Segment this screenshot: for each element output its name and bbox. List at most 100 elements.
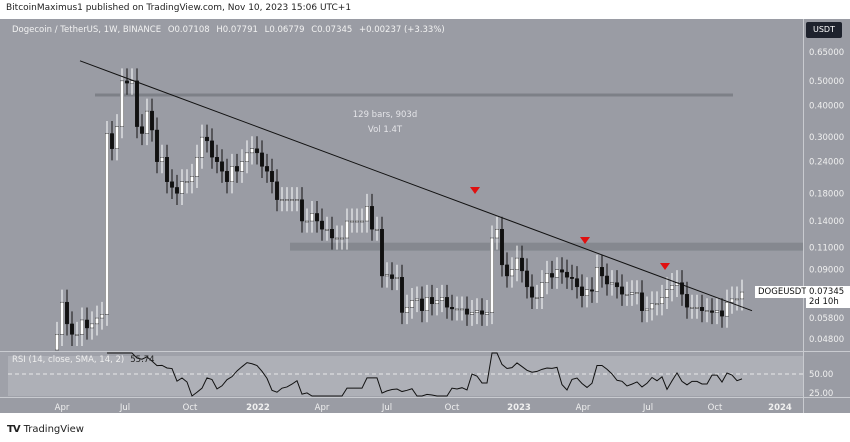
candle	[154, 129, 159, 162]
candle	[415, 298, 420, 301]
candle	[159, 156, 164, 162]
candle	[254, 148, 259, 154]
candle	[545, 273, 550, 283]
candle	[169, 181, 174, 188]
candle	[535, 297, 540, 299]
footer-brand: TradingView	[23, 424, 84, 435]
candle	[219, 161, 224, 172]
price-tick-label: 0.24000	[809, 158, 844, 168]
rsi-value: 55.74	[130, 355, 155, 365]
candle	[500, 228, 505, 266]
symbol-legend: Dogecoin / TetherUS, 1W, BINANCE O0.0710…	[12, 25, 449, 35]
candle	[69, 323, 74, 335]
chart-svg[interactable]: 0.65000 0.50000 0.40000 0.30000 0.24000 0.180…	[0, 19, 850, 413]
candle	[265, 166, 270, 172]
candle	[615, 282, 620, 288]
tradingview-logo[interactable]: TV TradingView	[7, 424, 84, 435]
candle	[510, 269, 515, 277]
time-tick-label: Oct	[708, 403, 723, 413]
candle	[710, 310, 715, 313]
close-value: C0.07345	[311, 25, 353, 35]
candle	[720, 310, 725, 317]
price-tick-label: 0.09000	[809, 266, 844, 276]
candle	[79, 319, 84, 335]
candle	[470, 312, 475, 315]
time-tick-label: Apr	[576, 403, 591, 413]
rsi-label: RSI (14, close, SMA, 14, 2)	[12, 355, 125, 365]
candle	[194, 156, 199, 177]
candle	[740, 291, 745, 300]
candle	[440, 297, 445, 301]
candle	[184, 181, 189, 183]
candle	[655, 303, 660, 306]
time-tick-label: 2024	[768, 403, 792, 413]
candle	[430, 297, 435, 305]
candle	[450, 307, 455, 310]
candle	[64, 301, 69, 325]
rejection-marker-icon	[470, 187, 480, 194]
candle	[410, 300, 415, 308]
rsi-line	[107, 352, 743, 397]
candle	[189, 176, 194, 182]
candle	[650, 303, 655, 310]
candle	[600, 267, 605, 277]
candle	[670, 285, 675, 290]
candle	[695, 307, 700, 309]
candle	[270, 171, 275, 182]
candle	[345, 220, 350, 239]
support-zone	[290, 242, 803, 251]
candle	[119, 80, 124, 127]
candle	[224, 171, 229, 182]
time-tick-label: 2023	[507, 403, 531, 413]
candle	[335, 237, 340, 240]
candle	[490, 237, 495, 313]
candle	[325, 228, 330, 231]
candle	[55, 334, 60, 351]
candle	[525, 270, 530, 288]
candle	[680, 282, 685, 295]
rsi-tick-label: 25.00	[809, 389, 833, 399]
candle	[705, 310, 710, 312]
candle	[104, 133, 109, 315]
candle	[310, 213, 315, 222]
candle	[620, 286, 625, 295]
candle	[229, 166, 234, 182]
change-value: +0.00237 (+3.33%)	[359, 25, 445, 35]
candle	[580, 286, 585, 296]
candle	[290, 199, 295, 201]
price-tick-label: 0.18000	[809, 189, 844, 199]
candle	[204, 136, 209, 142]
candle	[495, 228, 500, 239]
candle	[365, 206, 370, 222]
candle	[239, 161, 244, 172]
candle	[214, 156, 219, 162]
chart-pane[interactable]: 0.65000 0.50000 0.40000 0.30000 0.24000 0.180…	[0, 19, 850, 413]
candle	[174, 187, 179, 194]
candle	[99, 314, 104, 319]
candle	[275, 181, 280, 200]
candle	[199, 136, 204, 158]
candle	[149, 110, 154, 131]
candle	[630, 292, 635, 295]
candle	[485, 312, 490, 315]
candle	[355, 220, 360, 223]
candle	[590, 289, 595, 292]
low-value: L0.06779	[264, 25, 305, 35]
time-tick-label: 2022	[246, 403, 270, 413]
currency-button[interactable]: USDT	[806, 22, 842, 38]
symbol-name[interactable]: Dogecoin / TetherUS, 1W, BINANCE	[12, 25, 162, 35]
open-value: O0.07108	[167, 25, 210, 35]
time-tick-label: Jul	[119, 403, 130, 413]
time-tick-label: Jul	[642, 403, 653, 413]
candle	[60, 301, 65, 335]
time-tick-label: Apr	[55, 403, 70, 413]
candle	[455, 308, 460, 311]
candle	[515, 257, 520, 270]
rejection-marker-icon	[580, 237, 590, 244]
candle	[665, 289, 670, 298]
time-tick-label: Apr	[315, 403, 330, 413]
candle	[340, 237, 345, 240]
price-tick-label: 0.30000	[809, 133, 844, 143]
candle	[550, 273, 555, 278]
candle	[520, 257, 525, 272]
